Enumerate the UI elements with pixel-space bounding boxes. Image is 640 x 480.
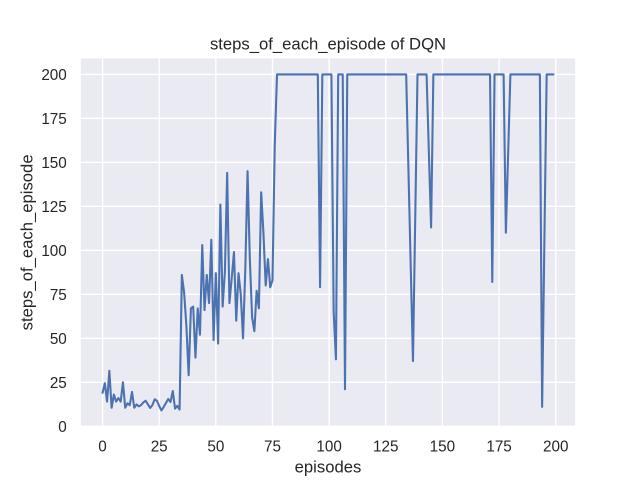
svg-text:50: 50 xyxy=(50,331,67,348)
svg-text:steps_of_each_episode of DQN: steps_of_each_episode of DQN xyxy=(210,34,446,53)
svg-text:200: 200 xyxy=(543,438,568,455)
svg-text:100: 100 xyxy=(316,438,341,455)
svg-text:75: 75 xyxy=(50,287,67,304)
svg-text:125: 125 xyxy=(41,199,66,216)
svg-text:175: 175 xyxy=(41,111,66,128)
svg-text:0: 0 xyxy=(98,438,107,455)
svg-text:75: 75 xyxy=(264,438,281,455)
svg-text:125: 125 xyxy=(373,438,398,455)
svg-text:0: 0 xyxy=(58,419,67,436)
svg-text:200: 200 xyxy=(41,67,66,84)
svg-text:steps_of_each_episode: steps_of_each_episode xyxy=(17,154,36,330)
svg-text:50: 50 xyxy=(207,438,224,455)
svg-text:100: 100 xyxy=(41,243,66,260)
svg-text:25: 25 xyxy=(50,375,67,392)
svg-text:episodes: episodes xyxy=(295,457,362,476)
svg-text:150: 150 xyxy=(41,155,66,172)
svg-text:150: 150 xyxy=(430,438,455,455)
svg-text:175: 175 xyxy=(486,438,511,455)
svg-text:25: 25 xyxy=(151,438,168,455)
